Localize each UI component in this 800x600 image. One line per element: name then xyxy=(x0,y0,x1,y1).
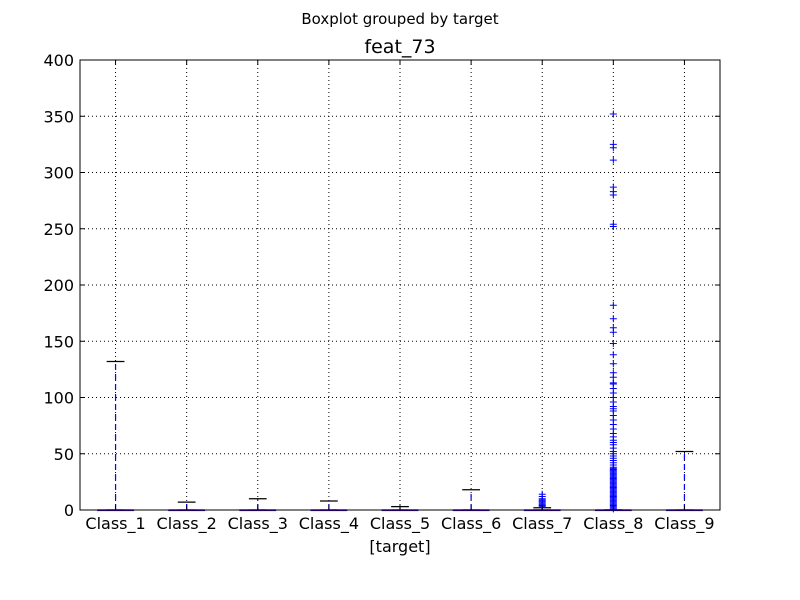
box-class-1 xyxy=(97,360,134,512)
flier-point xyxy=(609,301,617,309)
x-tick-label-class-2: Class_2 xyxy=(157,514,217,534)
y-tick-label: 400 xyxy=(43,51,74,70)
flier-point xyxy=(609,351,617,359)
flier-point xyxy=(609,183,617,191)
flier-point xyxy=(609,369,617,377)
plot-frame xyxy=(79,59,721,511)
y-tick-label: 250 xyxy=(43,220,74,239)
flier-point xyxy=(609,110,617,118)
flier-point xyxy=(609,140,617,148)
x-tick-label-class-7: Class_7 xyxy=(512,514,572,534)
x-tick-label-class-1: Class_1 xyxy=(85,514,145,534)
y-tick-label: 100 xyxy=(43,389,74,408)
flier-point xyxy=(609,156,617,164)
y-tick-label: 150 xyxy=(43,332,74,351)
x-tick-label-class-3: Class_3 xyxy=(228,514,288,534)
flier-point xyxy=(609,324,617,332)
x-tick-label-class-5: Class_5 xyxy=(370,514,430,534)
y-tick-label: 200 xyxy=(43,276,74,295)
x-tick-label-class-6: Class_6 xyxy=(441,514,501,534)
x-tick-label-class-4: Class_4 xyxy=(299,514,359,534)
y-tick-label: 50 xyxy=(54,445,74,464)
flier-point xyxy=(609,340,617,347)
grid-lines xyxy=(80,60,720,510)
y-tick-label: 0 xyxy=(64,501,74,520)
x-tick-label-class-9: Class_9 xyxy=(654,514,714,534)
chart-title: feat_73 xyxy=(364,36,435,58)
flier-point xyxy=(609,315,617,323)
x-axis-label: [target] xyxy=(369,537,430,556)
flier-point xyxy=(538,490,546,498)
flier-point xyxy=(609,360,617,368)
flier-point xyxy=(609,220,617,228)
y-tick-label: 350 xyxy=(43,107,74,126)
x-tick-label-class-8: Class_8 xyxy=(583,514,643,534)
chart-suptitle: Boxplot grouped by target xyxy=(301,10,498,28)
y-tick-label: 300 xyxy=(43,164,74,183)
axis-ticks: 0 50 100 150 200 250 300 350 400 Class_1 Class_2 Cl… xyxy=(43,51,720,534)
box-class-8 xyxy=(594,110,632,513)
